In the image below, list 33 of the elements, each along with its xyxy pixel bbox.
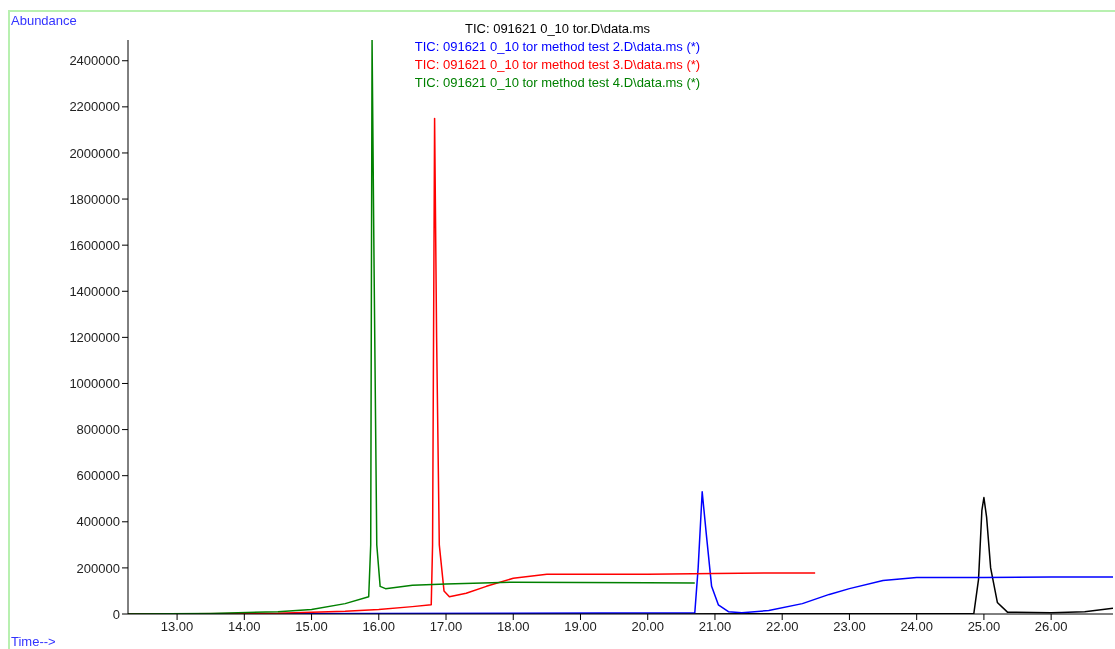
y-tick-label: 2000000	[69, 145, 120, 161]
y-tick-label: 1600000	[69, 237, 120, 253]
x-tick-label: 24.00	[900, 619, 933, 635]
x-tick-label: 25.00	[967, 619, 1001, 635]
x-axis-title: Time-->	[11, 634, 56, 649]
y-tick-label: 0	[112, 606, 120, 622]
y-tick-label: 600000	[76, 468, 120, 484]
y-tick-label: 800000	[76, 422, 120, 438]
x-tick-label: 17.00	[429, 619, 463, 635]
text: TIC: 091621 0_10 tor.D\data.ms	[465, 21, 650, 36]
x-tick-label: 13.00	[160, 619, 194, 635]
x-tick-label: 26.00	[1034, 619, 1068, 635]
x-tick-label: 18.00	[496, 619, 530, 635]
x-tick-label: 19.00	[564, 619, 597, 635]
text: TIC: 091621 0_10 tor method test 3.D\data.ms (*)	[414, 57, 701, 72]
x-tick-label: 20.00	[631, 619, 664, 635]
text: TIC: 091621 0_10 tor method test 4.D\data.ms (*)	[413, 74, 702, 92]
y-tick-label: 1800000	[69, 191, 120, 207]
y-tick-label: 1000000	[69, 376, 120, 392]
x-tick-label: 14.00	[228, 619, 261, 635]
x-tick-label: 16.00	[362, 619, 396, 635]
y-tick-label: 1200000	[69, 329, 120, 345]
y-axis-title: Abundance	[11, 13, 77, 28]
y-tick-label: 2400000	[69, 53, 120, 69]
x-tick-label: 23.00	[833, 619, 866, 635]
y-tick-label: 1400000	[69, 283, 120, 299]
x-tick-label: 15.00	[295, 619, 328, 635]
x-tick-label: 22.00	[765, 619, 799, 635]
y-tick-label: 2200000	[69, 99, 120, 115]
y-tick-label: 400000	[76, 514, 120, 530]
x-tick-label: 21.00	[698, 619, 732, 635]
y-tick-label: 200000	[76, 560, 120, 576]
text: TIC: 091621 0_10 tor method test 2.D\data.ms (*)	[414, 39, 701, 54]
